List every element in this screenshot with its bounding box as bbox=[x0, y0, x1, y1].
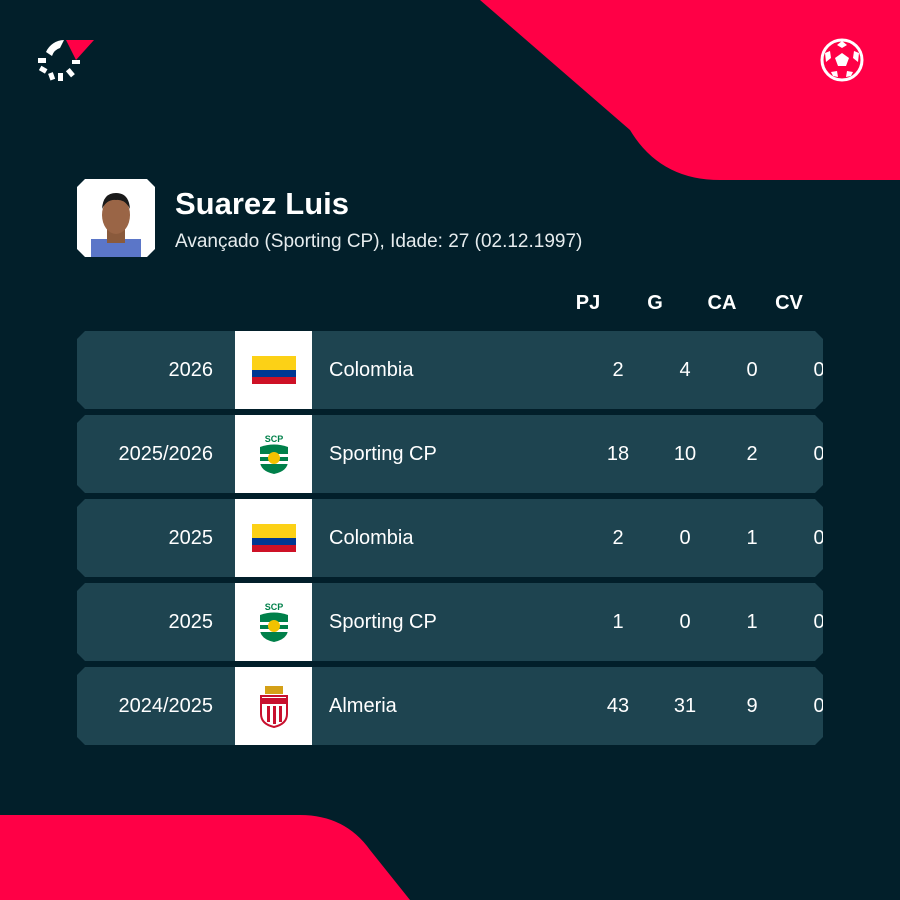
team-name[interactable]: Sporting CP bbox=[329, 611, 437, 633]
stat-g: 10 bbox=[673, 443, 697, 465]
team-name[interactable]: Colombia bbox=[329, 527, 414, 549]
table-row[interactable]: 2025/2026 SCP Sporting CP 18 10 2 0 bbox=[77, 415, 823, 493]
team-name[interactable]: Sporting CP bbox=[329, 443, 437, 465]
table-row[interactable]: 2025 Colombia 2 0 1 0 bbox=[77, 499, 823, 577]
stat-cv: 0 bbox=[813, 695, 825, 717]
colombia-flag-icon bbox=[235, 331, 312, 409]
season: 2025 bbox=[168, 527, 214, 549]
player-name: Suarez Luis bbox=[175, 186, 349, 221]
svg-text:SCP: SCP bbox=[264, 602, 283, 612]
stat-g: 0 bbox=[679, 611, 691, 633]
column-header-ca: CA bbox=[707, 292, 737, 314]
stat-pj: 18 bbox=[606, 443, 630, 465]
table-row[interactable]: 2026 Colombia 2 4 0 0 bbox=[77, 331, 823, 409]
table-row[interactable]: 2024/2025 Almeria 43 31 9 0 bbox=[77, 667, 823, 745]
team-name[interactable]: Almeria bbox=[329, 695, 397, 717]
sporting-cp-crest-icon: SCP bbox=[235, 583, 312, 661]
player-avatar bbox=[77, 179, 155, 257]
stat-ca: 9 bbox=[746, 695, 758, 717]
stat-pj: 43 bbox=[606, 695, 630, 717]
stat-cv: 0 bbox=[813, 611, 825, 633]
almeria-crest-icon bbox=[235, 667, 312, 745]
season: 2025 bbox=[168, 611, 214, 633]
stat-g: 4 bbox=[679, 359, 691, 381]
stat-ca: 2 bbox=[746, 443, 758, 465]
football-icon bbox=[820, 38, 864, 82]
stat-pj: 2 bbox=[612, 359, 624, 381]
stat-cv: 0 bbox=[813, 359, 825, 381]
flashscore-logo-icon bbox=[38, 40, 94, 81]
stat-pj: 1 bbox=[612, 611, 624, 633]
stat-cv: 0 bbox=[813, 527, 825, 549]
table-row[interactable]: 2025 SCP Sporting CP 1 0 1 0 bbox=[77, 583, 823, 661]
season: 2026 bbox=[168, 359, 214, 381]
column-header-g: G bbox=[647, 292, 663, 314]
svg-text:SCP: SCP bbox=[264, 434, 283, 444]
player-details: Avançado (Sporting CP), Idade: 27 (02.12… bbox=[175, 231, 583, 252]
stat-g: 31 bbox=[673, 695, 697, 717]
column-header-pj: PJ bbox=[575, 292, 601, 314]
stat-ca: 0 bbox=[746, 359, 758, 381]
season: 2025/2026 bbox=[118, 443, 213, 465]
column-header-cv: CV bbox=[775, 292, 803, 314]
stat-cv: 0 bbox=[813, 443, 825, 465]
stat-ca: 1 bbox=[746, 611, 758, 633]
stat-ca: 1 bbox=[746, 527, 758, 549]
season: 2024/2025 bbox=[118, 695, 213, 717]
team-name[interactable]: Colombia bbox=[329, 359, 414, 381]
stat-g: 0 bbox=[679, 527, 691, 549]
stat-pj: 2 bbox=[612, 527, 624, 549]
colombia-flag-icon bbox=[235, 499, 312, 577]
sporting-cp-crest-icon: SCP bbox=[235, 415, 312, 493]
